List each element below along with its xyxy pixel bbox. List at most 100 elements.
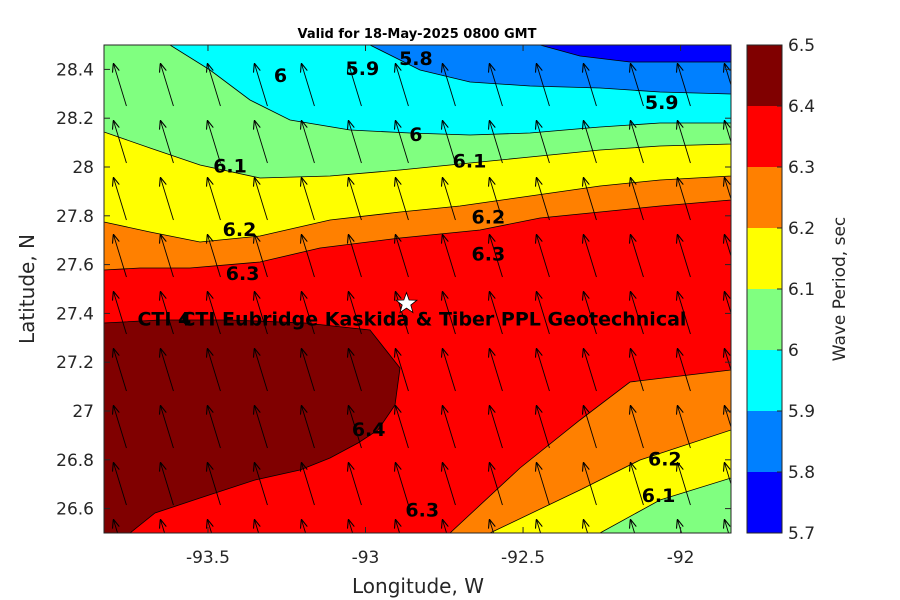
wave-direction-arrow xyxy=(255,406,268,449)
wave-direction-arrow xyxy=(725,406,731,429)
wave-direction-arrow xyxy=(631,520,644,533)
wave-direction-arrow xyxy=(678,121,691,164)
wave-direction-arrow xyxy=(631,292,644,335)
wave-direction-arrow xyxy=(537,178,550,221)
contour-label: 6.3 xyxy=(472,243,506,265)
wave-direction-arrow xyxy=(584,520,597,533)
colorbar-tick-label: 5.8 xyxy=(788,463,815,483)
wave-direction-arrow xyxy=(725,235,731,258)
site-marker-group: CTI 4 CTI Eubridge Kaskida & Tiber PPL G… xyxy=(137,291,686,331)
contour-label: 6 xyxy=(409,124,422,146)
y-tick-label: 28.4 xyxy=(56,60,94,80)
wave-direction-arrow xyxy=(537,463,550,506)
wave-direction-arrow xyxy=(114,121,127,164)
x-tick-label: -93.5 xyxy=(186,548,230,568)
wave-direction-arrow xyxy=(631,406,644,449)
colorbar-tick-label: 6.5 xyxy=(788,36,815,56)
colorbar-tick-label: 6.3 xyxy=(788,158,815,178)
y-tick-label: 27.4 xyxy=(56,304,94,324)
contour-labels: 5.8 5.9 5.9 6 6 6.1 6.1 6.1 6.2 6.2 6.2 6.3 6.3 6.3 6.… xyxy=(213,48,681,521)
wave-direction-arrow xyxy=(537,349,550,392)
wave-direction-arrow xyxy=(208,235,221,278)
colorbar-band xyxy=(747,472,782,533)
wave-direction-arrow xyxy=(443,406,456,449)
wave-direction-arrow xyxy=(678,520,691,533)
colorbar-band xyxy=(747,228,782,289)
wave-direction-arrow xyxy=(584,349,597,392)
contour-label: 5.9 xyxy=(346,58,380,80)
wave-direction-arrow xyxy=(255,235,268,278)
wave-direction-arrow xyxy=(490,406,503,449)
wave-direction-arrow xyxy=(678,178,691,221)
wave-direction-arrow xyxy=(584,121,597,164)
wave-direction-arrow xyxy=(490,121,503,164)
x-tick-label: -92.5 xyxy=(501,548,545,568)
contour-label: 6.1 xyxy=(453,151,487,173)
colorbar-band xyxy=(747,289,782,350)
contour-label: 6.3 xyxy=(226,263,260,285)
wave-direction-arrow xyxy=(396,349,409,392)
y-tick-label: 27.2 xyxy=(56,353,94,373)
wave-direction-arrow xyxy=(537,292,550,335)
x-axis-ticks: -93.5 -93 -92.5 -92 xyxy=(186,45,694,568)
band-6.4-6.5 xyxy=(104,319,401,533)
plot-frame xyxy=(103,44,732,534)
wave-direction-arrow xyxy=(584,64,597,107)
wave-direction-arrow xyxy=(114,292,127,335)
y-tick-label: 27.8 xyxy=(56,207,94,227)
contour-label: 6 xyxy=(274,65,287,87)
colorbar-band xyxy=(747,167,782,228)
y-tick-label: 27 xyxy=(72,402,94,422)
wave-direction-arrow xyxy=(443,292,456,335)
wave-direction-arrow xyxy=(725,463,731,486)
wave-direction-arrow xyxy=(678,349,691,392)
contour-label: 6.2 xyxy=(648,448,682,470)
wave-direction-arrow xyxy=(584,292,597,335)
wave-direction-arrow xyxy=(208,349,221,392)
wave-direction-arrow xyxy=(725,64,731,87)
wave-direction-arrow xyxy=(255,349,268,392)
wave-direction-arrow xyxy=(725,178,731,201)
wave-direction-arrow xyxy=(161,349,174,392)
wave-direction-arrow xyxy=(396,178,409,221)
colorbar-tick-label: 5.9 xyxy=(788,402,815,422)
contour-label: 6.1 xyxy=(213,156,247,178)
wave-direction-arrow xyxy=(161,121,174,164)
wave-direction-arrow xyxy=(208,64,221,107)
wave-direction-arrow xyxy=(255,64,268,107)
wave-direction-arrow xyxy=(396,292,409,335)
wave-direction-arrow xyxy=(114,406,127,449)
wave-direction-arrow xyxy=(725,520,738,533)
colorbar-band xyxy=(747,106,782,167)
wave-direction-arrow xyxy=(161,235,174,278)
x-tick-label: -93 xyxy=(352,548,380,568)
wave-direction-arrow xyxy=(584,178,597,221)
wave-direction-arrow xyxy=(208,463,221,506)
wave-direction-arrow xyxy=(490,520,503,533)
wave-direction-arrow xyxy=(490,292,503,335)
wave-direction-arrow xyxy=(396,463,409,506)
wave-direction-arrow xyxy=(302,64,315,107)
wave-direction-arrow xyxy=(208,121,221,164)
wave-direction-arrow xyxy=(631,235,644,278)
site-label: CTI Eubridge Kaskida & Tiber PPL Geotech… xyxy=(181,309,686,331)
wave-direction-arrow xyxy=(631,178,644,221)
wave-direction-arrow xyxy=(537,520,550,533)
wave-direction-arrow xyxy=(490,463,503,506)
colorbar-label: Wave Period, sec xyxy=(830,217,850,362)
wave-direction-arrow xyxy=(443,520,456,533)
wave-direction-arrow xyxy=(255,292,268,335)
wave-direction-arrow xyxy=(208,406,221,449)
wave-direction-arrow xyxy=(349,121,362,164)
wave-direction-arrow xyxy=(161,463,174,506)
contour-label: 5.8 xyxy=(399,48,433,70)
contour-label: 6.2 xyxy=(223,219,257,241)
wave-direction-arrow xyxy=(631,121,644,164)
wave-direction-arrow xyxy=(302,121,315,164)
contour-label: 6.3 xyxy=(405,500,439,522)
wave-direction-arrow xyxy=(255,520,268,533)
wave-direction-arrow xyxy=(443,64,456,107)
site-overlap-label: CTI 4 xyxy=(137,309,191,331)
wave-direction-arrow xyxy=(161,292,174,335)
